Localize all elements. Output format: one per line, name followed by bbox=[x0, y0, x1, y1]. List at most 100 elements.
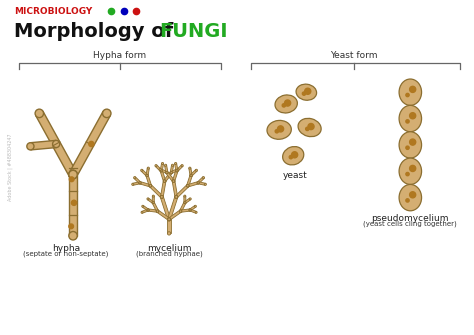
Text: Morphology of: Morphology of bbox=[15, 22, 181, 42]
Circle shape bbox=[180, 210, 182, 212]
Circle shape bbox=[139, 182, 141, 184]
Polygon shape bbox=[148, 209, 158, 212]
Polygon shape bbox=[140, 182, 151, 187]
Circle shape bbox=[305, 88, 311, 94]
Polygon shape bbox=[149, 185, 163, 198]
Circle shape bbox=[166, 172, 168, 174]
Circle shape bbox=[170, 172, 173, 174]
Circle shape bbox=[139, 182, 141, 184]
Polygon shape bbox=[36, 111, 77, 177]
Text: Adobe Stock | #488304247: Adobe Stock | #488304247 bbox=[8, 134, 13, 201]
Circle shape bbox=[167, 218, 171, 221]
Circle shape bbox=[35, 109, 44, 118]
Circle shape bbox=[146, 174, 148, 177]
Circle shape bbox=[147, 209, 149, 211]
Ellipse shape bbox=[399, 185, 421, 211]
Circle shape bbox=[195, 211, 197, 213]
Circle shape bbox=[172, 164, 173, 166]
Circle shape bbox=[184, 201, 186, 204]
Circle shape bbox=[147, 198, 149, 200]
Polygon shape bbox=[172, 181, 178, 197]
Circle shape bbox=[89, 141, 94, 146]
Circle shape bbox=[189, 209, 191, 211]
Circle shape bbox=[195, 169, 198, 171]
Polygon shape bbox=[181, 209, 190, 212]
Circle shape bbox=[160, 170, 163, 172]
Circle shape bbox=[102, 109, 111, 118]
Circle shape bbox=[72, 200, 77, 205]
Polygon shape bbox=[187, 182, 199, 187]
Circle shape bbox=[173, 180, 175, 182]
Circle shape bbox=[179, 210, 182, 212]
Polygon shape bbox=[168, 210, 182, 220]
Circle shape bbox=[289, 155, 292, 159]
Circle shape bbox=[175, 195, 178, 198]
Circle shape bbox=[156, 210, 159, 212]
Polygon shape bbox=[167, 219, 171, 233]
Polygon shape bbox=[176, 165, 183, 172]
Circle shape bbox=[176, 170, 178, 172]
Ellipse shape bbox=[298, 118, 321, 137]
Circle shape bbox=[152, 202, 154, 204]
Circle shape bbox=[142, 205, 144, 207]
Polygon shape bbox=[133, 182, 140, 185]
Polygon shape bbox=[187, 175, 192, 186]
Circle shape bbox=[164, 180, 166, 182]
Circle shape bbox=[132, 183, 134, 185]
Text: hypha: hypha bbox=[52, 244, 80, 253]
Circle shape bbox=[69, 170, 77, 179]
Circle shape bbox=[69, 231, 77, 240]
Circle shape bbox=[147, 209, 149, 211]
Circle shape bbox=[302, 92, 306, 95]
Polygon shape bbox=[141, 170, 148, 176]
Circle shape bbox=[166, 172, 168, 174]
Ellipse shape bbox=[399, 79, 421, 106]
Circle shape bbox=[189, 167, 191, 169]
Polygon shape bbox=[190, 209, 197, 213]
Circle shape bbox=[161, 196, 163, 198]
Circle shape bbox=[306, 127, 309, 131]
Circle shape bbox=[197, 182, 199, 184]
Circle shape bbox=[156, 210, 159, 212]
Circle shape bbox=[406, 173, 409, 176]
Circle shape bbox=[69, 224, 73, 229]
Text: pseudomycelium: pseudomycelium bbox=[372, 214, 449, 223]
Polygon shape bbox=[164, 165, 168, 173]
Circle shape bbox=[406, 93, 409, 97]
Circle shape bbox=[160, 170, 162, 172]
Circle shape bbox=[155, 164, 157, 167]
Circle shape bbox=[410, 86, 416, 92]
Polygon shape bbox=[174, 163, 178, 171]
Circle shape bbox=[406, 120, 409, 123]
Ellipse shape bbox=[399, 158, 421, 185]
Polygon shape bbox=[142, 209, 148, 213]
Text: mycelium: mycelium bbox=[147, 244, 191, 253]
Polygon shape bbox=[160, 196, 171, 220]
Polygon shape bbox=[157, 210, 170, 220]
Polygon shape bbox=[198, 177, 204, 184]
Text: (septate or non-septate): (septate or non-septate) bbox=[23, 251, 109, 257]
Circle shape bbox=[139, 182, 141, 184]
Circle shape bbox=[197, 182, 199, 184]
Circle shape bbox=[189, 198, 191, 200]
Circle shape bbox=[406, 199, 409, 202]
Circle shape bbox=[167, 232, 171, 235]
Circle shape bbox=[187, 185, 189, 187]
Circle shape bbox=[282, 104, 285, 107]
Text: (yeast cells cling together): (yeast cells cling together) bbox=[364, 221, 457, 227]
Text: Yeast form: Yeast form bbox=[330, 51, 378, 60]
Circle shape bbox=[168, 218, 170, 220]
Circle shape bbox=[190, 174, 192, 177]
Circle shape bbox=[163, 180, 166, 183]
Circle shape bbox=[277, 126, 283, 132]
Circle shape bbox=[175, 196, 178, 198]
Polygon shape bbox=[160, 163, 164, 171]
Polygon shape bbox=[170, 165, 173, 173]
Ellipse shape bbox=[267, 120, 292, 139]
Circle shape bbox=[164, 164, 167, 166]
Polygon shape bbox=[168, 196, 178, 220]
Circle shape bbox=[134, 177, 136, 179]
Polygon shape bbox=[142, 205, 149, 211]
Polygon shape bbox=[164, 172, 172, 182]
Circle shape bbox=[190, 174, 192, 177]
